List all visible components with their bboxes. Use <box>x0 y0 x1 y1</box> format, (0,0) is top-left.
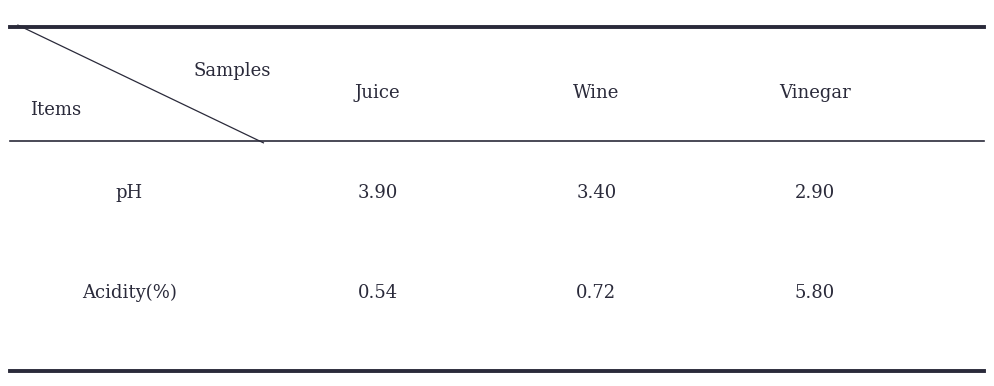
Text: Items: Items <box>30 101 81 119</box>
Text: 5.80: 5.80 <box>795 284 835 302</box>
Text: 0.54: 0.54 <box>358 284 398 302</box>
Text: 3.40: 3.40 <box>577 184 616 202</box>
Text: Acidity(%): Acidity(%) <box>82 284 177 303</box>
Text: Vinegar: Vinegar <box>779 84 851 102</box>
Text: Wine: Wine <box>574 84 619 102</box>
Text: 2.90: 2.90 <box>795 184 835 202</box>
Text: 0.72: 0.72 <box>577 284 616 302</box>
Text: pH: pH <box>115 184 143 202</box>
Text: Juice: Juice <box>355 84 401 102</box>
Text: Samples: Samples <box>194 63 271 80</box>
Text: 3.90: 3.90 <box>358 184 398 202</box>
